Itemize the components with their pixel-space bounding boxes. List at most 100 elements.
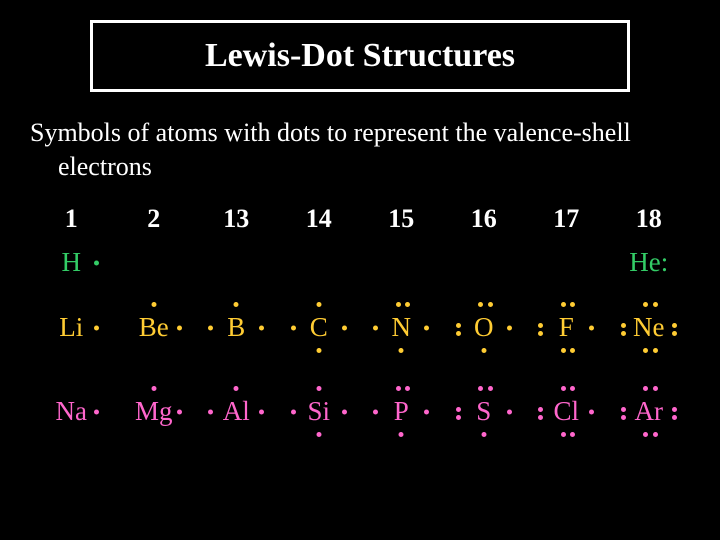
title-box: Lewis-Dot Structures <box>90 20 630 92</box>
element-cell: Ar <box>608 370 691 454</box>
electron-dot <box>259 325 264 330</box>
electron-dot <box>424 409 429 414</box>
element-cell: Ne <box>608 286 691 370</box>
electron-dot <box>672 407 677 412</box>
electron-dot <box>234 386 239 391</box>
element-symbol: B <box>217 312 255 343</box>
electron-dot <box>291 409 296 414</box>
element-symbol: Li <box>52 312 90 343</box>
subtitle-line1: Symbols of atoms with dots to represent … <box>30 116 690 150</box>
electron-dot <box>538 415 543 420</box>
electron-dot <box>621 415 626 420</box>
electron-dot <box>94 325 99 330</box>
element-cell: Be <box>113 286 196 370</box>
electron-dot <box>507 409 512 414</box>
subtitle-line2: electrons <box>30 150 690 184</box>
element-cell <box>113 240 196 286</box>
electron-dot <box>316 432 321 437</box>
element-symbol: F <box>547 312 585 343</box>
element-cell: C <box>278 286 361 370</box>
element-symbol: S <box>465 396 503 427</box>
electron-dot <box>342 409 347 414</box>
electron-dot <box>316 302 321 307</box>
electron-dot <box>561 302 566 307</box>
element-symbol: H <box>52 247 90 278</box>
electron-dot <box>424 325 429 330</box>
element-cell <box>195 240 278 286</box>
electron-dot <box>316 348 321 353</box>
electron-dot <box>570 386 575 391</box>
element-cell <box>443 240 526 286</box>
electron-dot <box>653 348 658 353</box>
electron-dot <box>561 386 566 391</box>
element-cell: Na <box>30 370 113 454</box>
electron-dot <box>488 386 493 391</box>
column-header: 13 <box>195 204 278 240</box>
electron-dot <box>672 415 677 420</box>
electron-dot <box>672 331 677 336</box>
electron-dot <box>643 302 648 307</box>
electron-dot <box>672 323 677 328</box>
electron-dot <box>643 348 648 353</box>
column-header: 17 <box>525 204 608 240</box>
electron-dot <box>456 331 461 336</box>
electron-dot <box>621 323 626 328</box>
element-cell: F <box>525 286 608 370</box>
element-symbol: O <box>465 312 503 343</box>
element-cell: Li <box>30 286 113 370</box>
column-header: 1 <box>30 204 113 240</box>
electron-dot <box>643 432 648 437</box>
electron-dot <box>538 407 543 412</box>
column-header: 18 <box>608 204 691 240</box>
electron-dot <box>151 302 156 307</box>
element-symbol: Ar <box>630 396 668 427</box>
electron-dot <box>653 302 658 307</box>
electron-dot <box>208 325 213 330</box>
element-cell: Si <box>278 370 361 454</box>
electron-dot <box>94 409 99 414</box>
electron-dot <box>456 415 461 420</box>
column-header: 16 <box>443 204 526 240</box>
element-symbol: Si <box>300 396 338 427</box>
element-symbol: C <box>300 312 338 343</box>
element-cell <box>525 240 608 286</box>
electron-dot <box>396 302 401 307</box>
electron-dot <box>177 409 182 414</box>
electron-dot <box>478 302 483 307</box>
electron-dot <box>481 348 486 353</box>
subtitle: Symbols of atoms with dots to represent … <box>30 116 690 184</box>
element-symbol: Na <box>52 396 90 427</box>
element-cell: O <box>443 286 526 370</box>
element-cell: N <box>360 286 443 370</box>
electron-dot <box>151 386 156 391</box>
column-header: 2 <box>113 204 196 240</box>
electron-dot <box>538 323 543 328</box>
element-cell <box>278 240 361 286</box>
electron-dot <box>456 407 461 412</box>
electron-dot <box>399 348 404 353</box>
electron-dot <box>456 323 461 328</box>
electron-dot <box>342 325 347 330</box>
electron-dot <box>405 386 410 391</box>
element-cell: P <box>360 370 443 454</box>
element-symbol: Ne <box>630 312 668 343</box>
element-cell: Mg <box>113 370 196 454</box>
element-cell: Cl <box>525 370 608 454</box>
electron-dot <box>488 302 493 307</box>
electron-dot <box>653 432 658 437</box>
element-symbol: He: <box>629 247 668 278</box>
electron-dot <box>291 325 296 330</box>
electron-dot <box>481 432 486 437</box>
element-symbol: P <box>382 396 420 427</box>
electron-dot <box>478 386 483 391</box>
electron-dot <box>316 386 321 391</box>
electron-dot <box>643 386 648 391</box>
element-symbol: Al <box>217 396 255 427</box>
electron-dot <box>259 409 264 414</box>
electron-dot <box>570 302 575 307</box>
element-cell <box>360 240 443 286</box>
electron-dot <box>399 432 404 437</box>
electron-dot <box>570 348 575 353</box>
electron-dot <box>621 407 626 412</box>
column-header: 15 <box>360 204 443 240</box>
